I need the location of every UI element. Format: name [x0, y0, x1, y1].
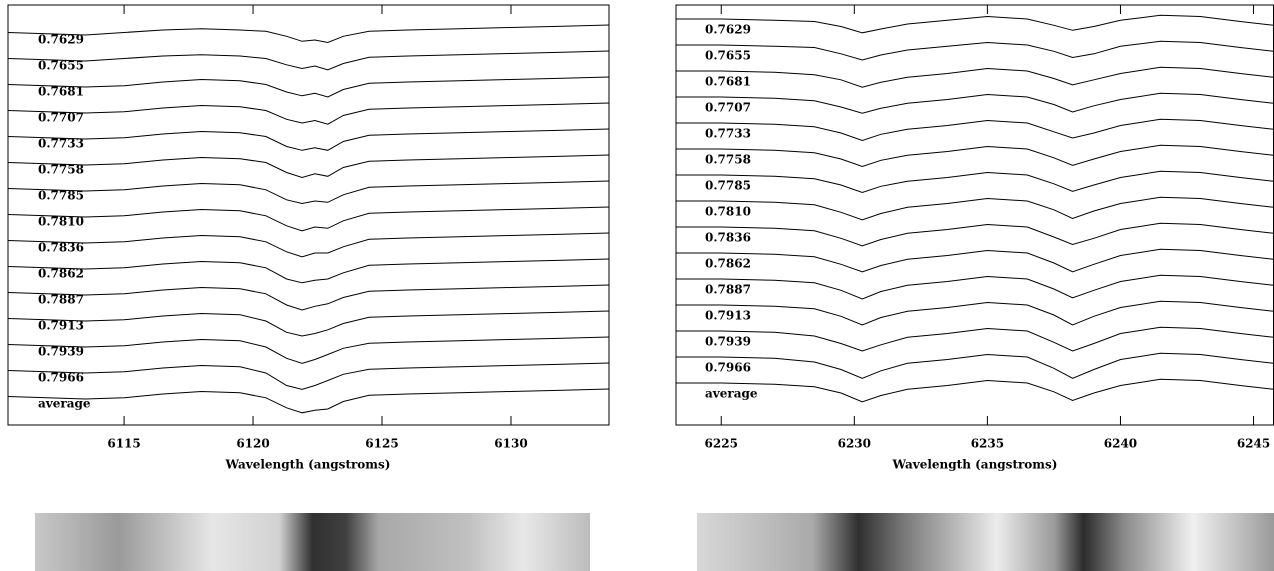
x-tick-label: 6245	[1237, 437, 1270, 451]
series-label: 0.7939	[38, 345, 84, 359]
x-tick-label: 6235	[971, 437, 1004, 451]
x-axis-label: Wavelength (angstroms)	[225, 458, 391, 472]
spectrum-line	[676, 14, 1274, 34]
series-label: 0.7707	[38, 111, 84, 125]
series-label: average	[38, 397, 91, 411]
series-label: 0.7913	[705, 309, 751, 323]
series-label: 0.7810	[38, 215, 84, 229]
series-label: 0.7785	[38, 189, 84, 203]
series-label: 0.7629	[38, 33, 84, 47]
spectrum-line	[7, 284, 610, 311]
spectrum-line	[676, 66, 1274, 88]
spectrum-line	[7, 24, 610, 44]
trailed-spectrum-image	[697, 513, 1274, 571]
spectrum-line	[7, 154, 610, 179]
spectrum-line	[7, 76, 610, 98]
series-label: 0.7733	[705, 127, 751, 141]
series-label: 0.7810	[705, 205, 751, 219]
series-label: 0.7758	[38, 163, 84, 177]
spectrum-line	[7, 232, 610, 258]
series-label: 0.7966	[38, 371, 84, 385]
series-label: average	[705, 387, 758, 401]
spectrum-line	[676, 40, 1274, 61]
series-label: 0.7681	[705, 75, 751, 89]
series-label: 0.7655	[38, 59, 84, 73]
spectrum-line	[7, 180, 610, 205]
series-label: 0.7966	[705, 361, 751, 375]
spectrum-line	[676, 196, 1274, 221]
series-label: 0.7887	[38, 293, 84, 307]
x-tick-label: 6125	[365, 437, 398, 451]
spectrum-line	[7, 258, 610, 284]
x-axis-label: Wavelength (angstroms)	[892, 458, 1058, 472]
spectrum-line	[676, 274, 1274, 300]
spectrum-line	[676, 300, 1274, 326]
series-label: 0.7913	[38, 319, 84, 333]
x-tick-label: 6240	[1104, 437, 1137, 451]
spectrum-line	[7, 336, 610, 364]
spectrum-line	[676, 118, 1274, 142]
plot-frame	[7, 4, 610, 426]
spectrum-line	[7, 102, 610, 125]
series-label: 0.7836	[38, 241, 84, 255]
series-label: 0.7836	[705, 231, 751, 245]
series-label: 0.7939	[705, 335, 751, 349]
spectrum-line	[676, 352, 1274, 379]
spectrum-line	[676, 378, 1274, 403]
spectrum-line	[676, 170, 1274, 194]
x-tick-label: 6230	[838, 437, 871, 451]
series-label: 0.7707	[705, 101, 751, 115]
spectrum-line	[7, 388, 610, 414]
x-tick-label: 6130	[494, 437, 527, 451]
series-label: 0.7758	[705, 153, 751, 167]
spectrum-line	[7, 206, 610, 232]
x-tick-label: 6115	[107, 437, 140, 451]
spectrum-line	[676, 326, 1274, 352]
spectrum-line	[7, 128, 610, 151]
spectrum-line	[7, 50, 610, 71]
series-label: 0.7785	[705, 179, 751, 193]
series-label: 0.7887	[705, 283, 751, 297]
series-label: 0.7862	[705, 257, 751, 271]
spectrum-line	[676, 144, 1274, 168]
spectrum-line	[7, 310, 610, 337]
series-label: 0.7681	[38, 85, 84, 99]
x-tick-label: 6225	[705, 437, 738, 451]
spectrum-line	[7, 362, 610, 390]
spectrum-line	[676, 222, 1274, 247]
series-label: 0.7733	[38, 137, 84, 151]
series-label: 0.7862	[38, 267, 84, 281]
x-tick-label: 6120	[236, 437, 269, 451]
series-label: 0.7629	[705, 23, 751, 37]
series-label: 0.7655	[705, 49, 751, 63]
spectrum-line	[676, 92, 1274, 114]
spectrum-line	[676, 248, 1274, 273]
trailed-spectrum-image	[35, 513, 590, 571]
